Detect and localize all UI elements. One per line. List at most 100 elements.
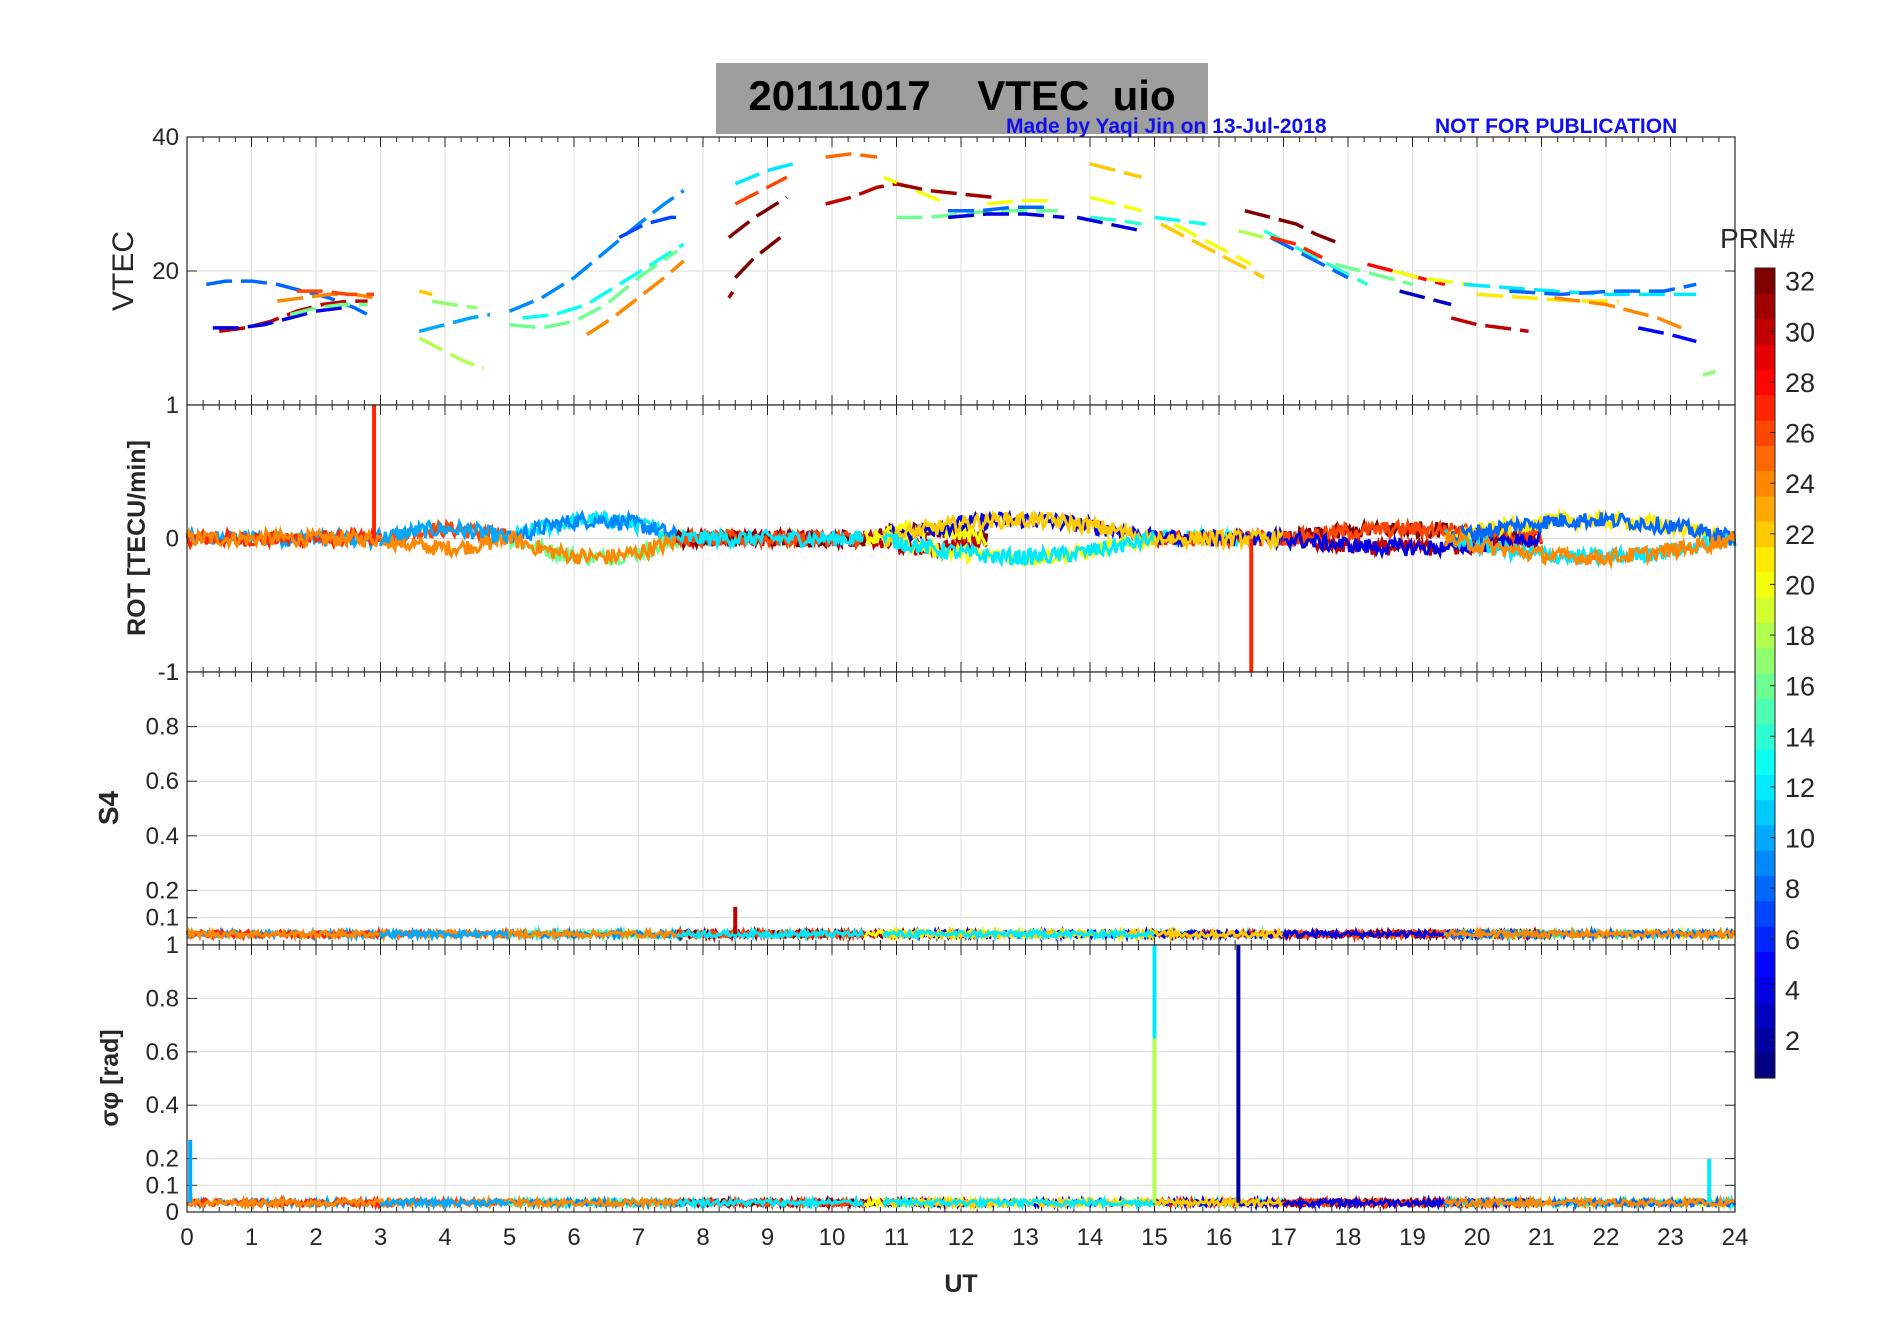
x-tick-label: 8 [696,1224,709,1251]
vtec-trace-prn-13 [1154,215,1207,226]
vtec-trace-prn-22 [418,289,433,297]
vtec-trace-prn-4 [212,306,343,330]
colorbar-swatch-19 [1755,597,1775,623]
rot-trace-prn-12 [675,526,866,551]
s4-trace-prn-22 [1153,925,1285,943]
sigma_phi-trace-prn-10 [379,1195,511,1211]
vtec-trace-prn-16 [1334,262,1413,287]
colorbar-swatch-32 [1755,268,1775,294]
y-tick-label: 0.4 [146,823,179,850]
colorbar-swatch-31 [1755,293,1775,320]
y-tick-label: 1 [166,659,179,686]
vtec-trace-prn-16 [896,208,1058,220]
traces-vtec [206,152,1717,377]
colorbar-swatch-25 [1755,445,1775,472]
x-tick-label: 2 [309,1224,322,1251]
colorbar-tick-label: 24 [1785,469,1815,499]
colorbar-tick-label: 30 [1785,317,1815,347]
colorbar-swatch-7 [1755,900,1775,927]
vtec-trace-prn-16 [509,249,679,330]
sigma_phi-trace-prn-12 [882,1194,1156,1211]
colorbar-swatch-1 [1755,1052,1775,1079]
y-tick-label: 0.1 [146,1172,179,1199]
vtec-trace-prn-8 [1269,235,1349,280]
colorbar-swatch-21 [1755,546,1775,573]
s4-trace-prn-12 [882,927,1156,942]
x-tick-label: 5 [503,1224,516,1251]
s4-trace-prn-24 [185,926,382,942]
colorbar-swatch-2 [1755,1027,1775,1054]
colorbar-tick-label: 8 [1785,874,1800,904]
colorbar-swatch-23 [1755,495,1775,522]
colorbar-swatch-3 [1755,1002,1775,1028]
s4-trace-prn-12 [676,926,865,943]
title-box [716,63,1208,134]
ylabel-vtec: VTEC [107,231,140,311]
s4-trace-prn-24 [1444,925,1735,943]
colorbar-swatch-4 [1755,976,1775,1003]
vtec-trace-prn-25 [825,152,878,159]
colorbar-swatch-14 [1755,723,1775,750]
ylabel-s4: S4 [93,790,124,825]
colorbar-tick-label: 20 [1785,570,1815,600]
rot-trace-prn-24 [508,529,684,566]
colorbar-swatch-5 [1755,951,1775,978]
vtec-trace-prn-24 [1554,296,1691,333]
vtec-trace-prn-30 [825,182,897,206]
colorbar-swatch-22 [1755,521,1775,548]
x-tick-label: 6 [567,1224,580,1251]
x-tick-label: 18 [1335,1224,1362,1251]
traces-sigma_phi [186,945,1737,1212]
not-for-publication: NOT FOR PUBLICATION [1435,115,1678,138]
x-tick-label: 13 [1012,1224,1039,1251]
sigma_phi-trace-prn-12 [675,1194,865,1211]
rot-trace-prn-12 [882,530,1156,568]
rot-trace-prn-22 [882,509,1156,549]
colorbar-swatch-6 [1755,926,1775,953]
vtec-trace-prn-8 [948,205,1045,213]
vtec-trace-prn-22 [1160,222,1265,280]
x-tick-label: 1 [245,1224,258,1251]
vtec-trace-prn-20 [1173,222,1253,266]
rot-trace-prn-22 [1153,526,1285,552]
y-tick-label: 0.2 [146,1146,179,1173]
vtec-trace-prn-18 [418,336,485,370]
colorbar-swatch-30 [1755,318,1775,345]
vtec-trace-prn-27 [1270,235,1324,260]
x-tick-label: 14 [1077,1224,1104,1251]
y-tick-label: 40 [152,124,179,151]
vtec-trace-prn-8 [206,279,375,320]
panel-s4 [185,671,1737,946]
vtec-trace-prn-31 [727,290,735,299]
y-tick-label: 0.1 [146,905,179,932]
x-tick-label: 16 [1206,1224,1233,1251]
vtec-trace-prn-20 [1089,195,1143,213]
rot-trace-prn-9 [508,509,686,547]
colorbar-swatch-8 [1755,875,1775,902]
colorbar-swatch-12 [1755,774,1775,801]
x-tick-label: 20 [1464,1224,1491,1251]
colorbar-swatch-29 [1755,343,1775,370]
vtec-trace-prn-13 [522,242,685,320]
colorbar-swatch-27 [1755,394,1775,421]
x-tick-label: 24 [1722,1224,1749,1251]
vtec-trace-prn-3 [1399,289,1452,307]
colorbar-tick-label: 6 [1785,925,1800,955]
rot-trace-prn-24 [379,530,511,560]
vtec-trace-prn-10 [418,312,491,333]
colorbar-swatch-15 [1755,698,1775,725]
sigma_phi-trace-prn-22 [1153,1195,1285,1211]
xlabel-ut: UT [944,1270,977,1298]
title-date: 20111017 [748,72,931,119]
x-tick-label: 11 [884,1224,909,1251]
vtec-trace-prn-22 [1089,162,1143,179]
vtec-trace-prn-5 [1637,326,1697,344]
credit-text: Made by Yaqi Jin on 13-Jul-2018 [1006,115,1327,138]
panel-sigma_phi [186,944,1737,1213]
x-tick-label: 12 [948,1224,975,1251]
colorbar-tick-label: 2 [1785,1026,1800,1056]
colorbar-tick-label: 32 [1785,267,1815,297]
vtec-trace-prn-26 [296,289,375,297]
colorbar-tick-label: 18 [1785,621,1815,651]
